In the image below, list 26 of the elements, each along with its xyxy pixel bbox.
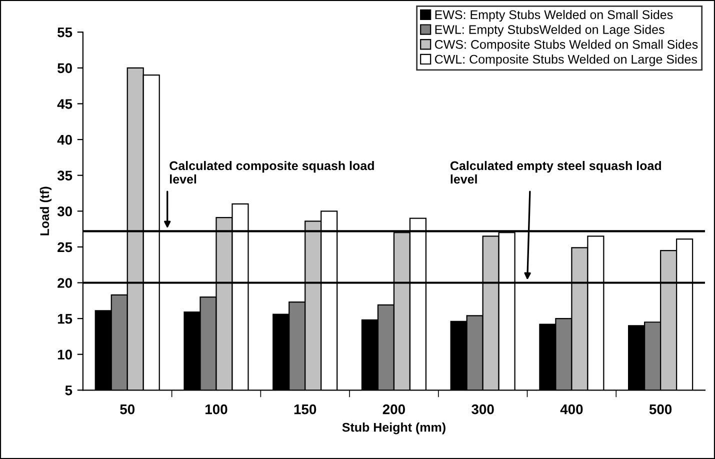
legend-label: EWS: Empty Stubs Welded on Small Sides: [435, 10, 673, 22]
y-tick-label: 10: [58, 350, 72, 360]
y-tick-label: 5: [65, 386, 72, 396]
y-tick-label: 55: [58, 28, 72, 38]
x-tick-label: 200: [382, 404, 405, 414]
legend-label: EWL: Empty StubsWelded on Lage Sides: [435, 24, 664, 36]
ref-line-label: Calculated composite squash load level: [170, 160, 374, 184]
y-tick-label: 45: [57, 99, 72, 109]
y-tick-label: 25: [58, 242, 72, 252]
y-tick-label: 30: [57, 206, 72, 216]
x-tick-label: 150: [294, 404, 316, 414]
y-tick-label: 15: [58, 314, 72, 324]
y-tick-label: 40: [57, 134, 72, 145]
y-tick-label: 50: [58, 63, 72, 74]
y-axis-title: Load (tf): [40, 186, 52, 236]
y-tick-label: 20: [58, 278, 72, 288]
x-tick-label: 400: [560, 404, 583, 414]
x-tick-label: 500: [649, 404, 672, 414]
legend-label: CWL: Composite Stubs Welded on Large Sides: [434, 54, 697, 66]
x-tick-label: 100: [206, 404, 228, 414]
x-axis-title: Stub Height (mm): [342, 422, 446, 434]
legend-label: CWS: Composite Stubs Welded on Small Sides: [434, 40, 698, 52]
x-tick-label: 50: [120, 404, 135, 414]
y-tick-label: 35: [57, 170, 72, 181]
ref-line-label: Calculated empty steel squash load level: [450, 160, 661, 184]
x-tick-label: 300: [472, 404, 494, 414]
